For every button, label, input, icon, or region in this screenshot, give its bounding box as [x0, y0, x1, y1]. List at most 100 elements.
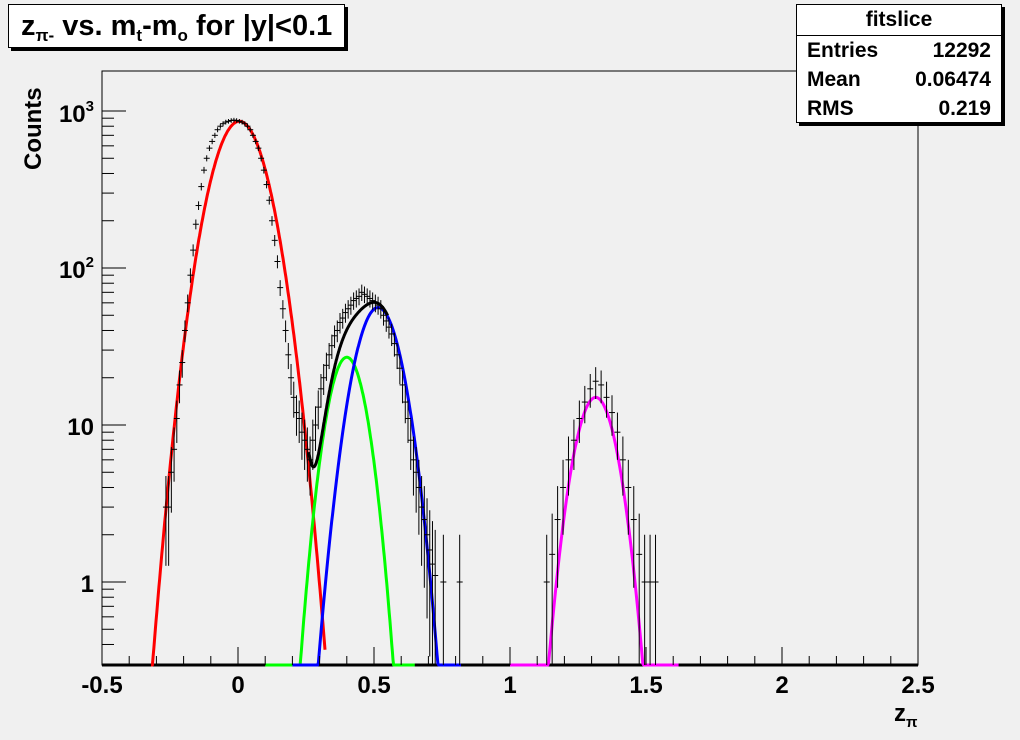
chart-title: zπ- vs. mt-mo for |y|<0.1 — [8, 4, 346, 48]
y-axis-label: Counts — [20, 87, 47, 170]
data-point — [290, 381, 297, 418]
stats-box: fitslice Entries 12292 Mean 0.06474 RMS … — [796, 4, 1002, 123]
data-point — [432, 529, 439, 665]
data-point — [383, 311, 390, 332]
data-point — [421, 486, 428, 588]
data-point — [576, 400, 583, 443]
data-point — [304, 427, 311, 482]
data-point — [372, 294, 379, 313]
data-point — [307, 436, 314, 496]
data-point — [396, 355, 403, 385]
data-point — [380, 306, 387, 326]
data-point — [198, 182, 205, 191]
data-point — [323, 352, 330, 381]
data-point — [364, 288, 371, 306]
data-point — [353, 290, 360, 308]
data-point — [641, 534, 648, 665]
data-point — [440, 534, 447, 665]
stats-title: fitslice — [797, 5, 1001, 36]
data-point — [350, 292, 357, 310]
data-point — [399, 370, 406, 404]
stats-row-mean: Mean 0.06474 — [807, 68, 991, 91]
data-point — [549, 513, 556, 665]
data-point — [402, 385, 409, 424]
data-point — [415, 459, 422, 535]
data-point — [279, 300, 286, 319]
data-point — [625, 459, 632, 535]
data-point — [592, 367, 599, 400]
data-point — [312, 406, 319, 451]
data-point — [652, 534, 659, 665]
data-point — [554, 486, 561, 588]
x-tick-label: 2.5 — [901, 672, 935, 699]
data-point — [168, 447, 175, 513]
data-point — [426, 510, 433, 657]
data-point — [249, 132, 256, 138]
data-point — [296, 400, 303, 443]
data-point — [356, 288, 363, 306]
data-point — [266, 196, 273, 205]
data-point — [171, 427, 178, 482]
data-point — [236, 118, 243, 124]
data-point — [320, 363, 327, 395]
data-point — [187, 268, 194, 283]
data-points — [162, 117, 659, 665]
data-point — [317, 374, 324, 408]
data-point — [326, 342, 333, 370]
y-tick-label: 10 — [67, 414, 94, 441]
data-point — [565, 436, 572, 496]
data-point — [214, 127, 221, 133]
data-point — [274, 255, 281, 269]
x-tick-label: 2 — [775, 672, 789, 699]
x-tick-label: 1.5 — [629, 672, 663, 699]
data-point — [337, 312, 343, 334]
data-point — [636, 513, 643, 665]
data-point — [587, 374, 594, 408]
data-point — [277, 280, 284, 296]
data-point — [391, 332, 398, 357]
data-point — [184, 294, 191, 313]
x-tick-label: -0.5 — [81, 672, 123, 699]
data-point — [222, 119, 229, 125]
data-point — [598, 370, 605, 404]
data-point — [614, 412, 621, 460]
x-tick-label: 0 — [231, 672, 245, 699]
data-point — [255, 145, 262, 152]
data-point — [342, 303, 349, 323]
data-point — [192, 219, 199, 230]
data-point — [647, 534, 654, 665]
data-point — [173, 400, 180, 443]
data-point — [385, 317, 392, 339]
x-axis-label: zπ — [894, 700, 918, 731]
data-point — [543, 534, 550, 665]
plot-frame — [101, 70, 919, 666]
data-point — [560, 459, 567, 535]
data-point — [195, 201, 202, 210]
data-point — [244, 123, 251, 129]
stats-row-rms: RMS 0.219 — [807, 97, 991, 120]
data-point — [405, 400, 411, 443]
axes — [101, 110, 919, 665]
data-point — [358, 284, 365, 301]
data-point — [225, 118, 232, 124]
data-point — [619, 436, 626, 496]
stats-row-entries: Entries 12292 — [807, 39, 991, 62]
data-point — [165, 476, 172, 566]
data-point — [263, 180, 270, 189]
data-point — [361, 286, 368, 304]
fit-curve-4 — [307, 300, 389, 469]
data-point — [293, 395, 300, 436]
data-point — [241, 121, 248, 127]
data-point — [394, 342, 401, 370]
data-point — [271, 235, 278, 247]
data-point — [269, 216, 275, 226]
data-point — [282, 320, 289, 343]
x-tick-label: 1 — [503, 672, 517, 699]
data-point — [375, 296, 382, 315]
data-point — [285, 342, 292, 370]
fit-curve-1 — [264, 355, 416, 667]
data-point — [211, 132, 218, 138]
data-point — [181, 320, 188, 343]
data-point — [258, 155, 265, 162]
